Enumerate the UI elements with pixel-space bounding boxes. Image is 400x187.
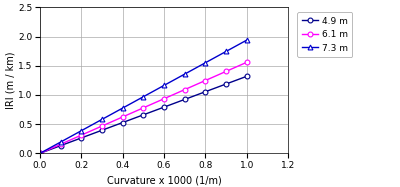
7.3 m <box>79 130 84 132</box>
4.9 m <box>203 91 208 93</box>
4.9 m <box>100 129 104 131</box>
6.1 m <box>100 125 104 127</box>
6.1 m <box>58 143 63 145</box>
4.9 m <box>224 83 228 85</box>
4.9 m <box>182 98 187 101</box>
4.9 m <box>244 75 249 77</box>
6.1 m <box>38 152 42 154</box>
6.1 m <box>182 88 187 91</box>
6.1 m <box>79 134 84 136</box>
7.3 m <box>203 62 208 64</box>
4.9 m <box>38 152 42 154</box>
4.9 m <box>79 137 84 139</box>
6.1 m <box>162 98 166 100</box>
6.1 m <box>120 116 125 118</box>
7.3 m <box>162 84 166 87</box>
X-axis label: Curvature x 1000 (1/m): Curvature x 1000 (1/m) <box>107 176 221 186</box>
6.1 m <box>224 70 228 73</box>
Legend: 4.9 m, 6.1 m, 7.3 m: 4.9 m, 6.1 m, 7.3 m <box>298 12 352 57</box>
7.3 m <box>224 50 228 53</box>
7.3 m <box>58 141 63 143</box>
7.3 m <box>100 118 104 120</box>
7.3 m <box>38 152 42 154</box>
4.9 m <box>141 114 146 116</box>
7.3 m <box>182 73 187 75</box>
7.3 m <box>244 39 249 41</box>
6.1 m <box>203 79 208 82</box>
Line: 7.3 m: 7.3 m <box>38 38 249 156</box>
4.9 m <box>162 106 166 108</box>
Line: 6.1 m: 6.1 m <box>38 60 249 156</box>
4.9 m <box>58 145 63 147</box>
4.9 m <box>120 121 125 124</box>
6.1 m <box>141 107 146 109</box>
Line: 4.9 m: 4.9 m <box>38 74 249 156</box>
6.1 m <box>244 61 249 63</box>
7.3 m <box>120 107 125 109</box>
7.3 m <box>141 96 146 98</box>
Y-axis label: IRI (m / km): IRI (m / km) <box>5 52 15 109</box>
